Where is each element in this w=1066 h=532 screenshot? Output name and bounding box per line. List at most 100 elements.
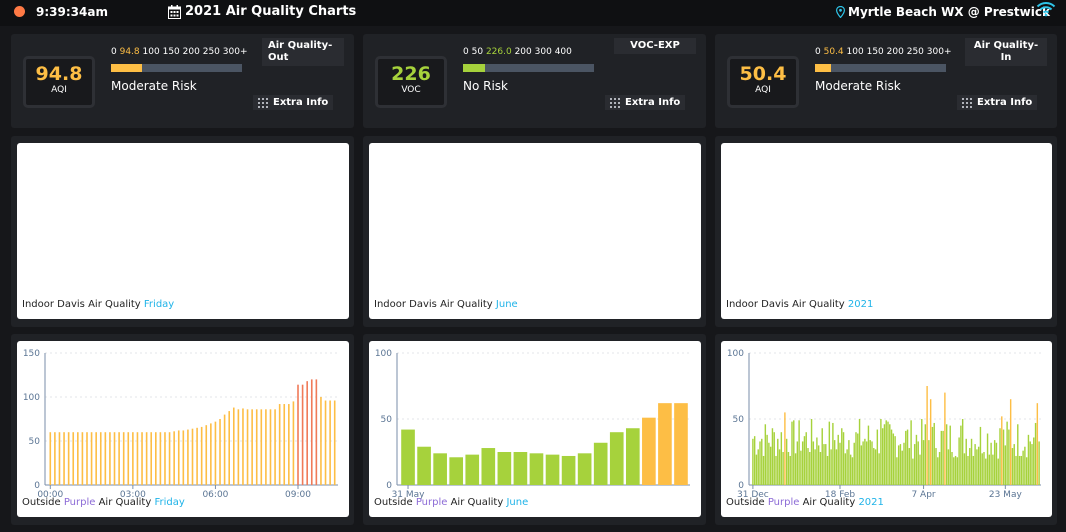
gauge-bar-fill <box>463 64 486 72</box>
bar <box>929 399 932 485</box>
extra-info-button[interactable]: Extra Info <box>957 95 1038 110</box>
x-tick-label: 09:00 <box>285 490 311 500</box>
bar <box>132 432 134 485</box>
bar <box>674 403 688 485</box>
x-tick-label: 23 May <box>989 490 1023 500</box>
bar <box>832 422 834 485</box>
bar <box>1009 399 1012 485</box>
y-tick-label: 100 <box>23 393 40 403</box>
bar <box>800 450 802 485</box>
bar <box>1004 445 1007 485</box>
extra-info-button[interactable]: Extra Info <box>605 95 686 110</box>
bar <box>1034 422 1037 485</box>
bar <box>894 436 896 485</box>
scale-label: 200 <box>514 47 532 57</box>
gauge-bar <box>463 64 594 72</box>
bar <box>1002 429 1005 485</box>
scale-label: 150 <box>162 47 180 57</box>
bar <box>292 401 295 485</box>
gauge-panel-voc: 226 VOC 0 50 226.0 200 300 400 No Risk V… <box>363 34 706 128</box>
bar <box>449 457 464 485</box>
bar <box>935 448 937 485</box>
scale-label: 0 <box>111 47 117 57</box>
bar-chart-day: 0 50 100 150 00:00 03:00 06:00 09:00 <box>23 349 338 500</box>
bar <box>1038 441 1040 485</box>
bar <box>593 442 608 485</box>
location-link[interactable]: Myrtle Beach WX @ Prestwick <box>836 5 1050 19</box>
bar <box>297 384 299 485</box>
gauge-scale: 0 50.4 100 150 200 250 300+ <box>815 47 952 57</box>
caption-label: Indoor Davis Air Quality <box>726 299 845 310</box>
bar <box>858 419 861 485</box>
bar <box>803 436 806 485</box>
gauge-bar-fill <box>815 64 831 72</box>
bar <box>214 421 217 485</box>
bar <box>796 441 799 485</box>
bar <box>903 442 905 485</box>
y-tick-label: 0 <box>386 481 392 491</box>
gauge-unit: AQI <box>51 85 67 95</box>
bar <box>997 458 999 485</box>
bar <box>899 444 902 485</box>
bar <box>773 432 775 485</box>
bar <box>113 432 116 485</box>
bar <box>798 420 800 485</box>
bar <box>191 428 194 485</box>
bar <box>970 438 973 485</box>
bar <box>954 455 957 485</box>
bar <box>200 426 203 485</box>
bar <box>1017 424 1019 485</box>
bar <box>242 408 244 485</box>
bar <box>992 454 994 485</box>
risk-level: Moderate Risk <box>111 79 197 93</box>
scale-label: 300 <box>534 47 552 57</box>
risk-level: No Risk <box>463 79 509 93</box>
bar <box>1022 450 1024 485</box>
bar <box>205 425 208 485</box>
gauge-value-box: 50.4 AQI <box>727 56 799 108</box>
bar <box>81 432 84 485</box>
bar-chart-month: 0 50 100 31 May <box>375 349 690 500</box>
bar <box>969 448 971 485</box>
x-tick-label: 18 Feb <box>825 490 856 500</box>
extra-info-button[interactable]: Extra Info <box>253 95 334 110</box>
sensor-tag: Air Quality-Out <box>262 38 344 66</box>
grid-icon <box>258 97 268 108</box>
bar <box>913 444 916 485</box>
caption-purple: Purple <box>415 497 448 508</box>
gauge-panel-out: 94.8 AQI 0 94.8 100 150 200 250 300+ Mod… <box>11 34 354 128</box>
bar <box>947 449 950 485</box>
bar <box>658 403 672 485</box>
y-tick-label: 50 <box>29 437 41 447</box>
bar <box>288 404 290 485</box>
gauge-value-box: 94.8 AQI <box>23 56 95 108</box>
bar <box>849 454 852 485</box>
y-tick-label: 100 <box>375 349 392 359</box>
scale-label: 0 <box>463 47 469 57</box>
caption-post: Air Quality <box>98 497 152 508</box>
bar <box>141 432 143 485</box>
caption-period: 2021 <box>847 299 874 310</box>
bar <box>855 432 857 485</box>
bar <box>769 446 772 485</box>
bar <box>979 426 982 485</box>
bar <box>949 425 951 485</box>
bar <box>762 455 765 485</box>
bar <box>320 397 322 485</box>
grid-icon <box>962 97 972 108</box>
bar <box>860 445 863 485</box>
scale-current: 226.0 <box>485 47 512 57</box>
bar <box>801 441 804 485</box>
top-bar: 9:39:34am 2021 Air Quality Charts Myrtle… <box>0 0 1066 26</box>
x-tick-label: 7 Apr <box>911 490 935 500</box>
bar <box>90 432 93 485</box>
y-tick-label: 0 <box>738 481 744 491</box>
bar <box>924 424 927 485</box>
bar <box>785 438 788 485</box>
bar <box>67 432 70 485</box>
bar <box>86 432 88 485</box>
bar <box>823 444 825 485</box>
bar <box>777 438 779 485</box>
bar <box>187 429 189 485</box>
grid-icon <box>610 97 620 108</box>
